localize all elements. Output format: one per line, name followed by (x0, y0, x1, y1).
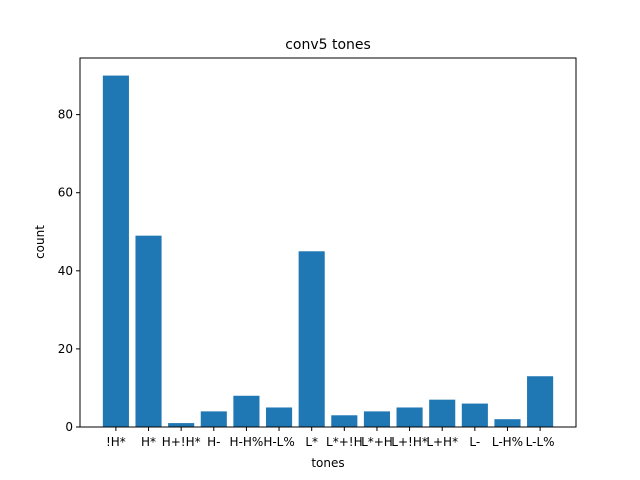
x-tick-label: L+!H* (391, 435, 428, 449)
bar-L* (298, 251, 325, 427)
bar-!H* (102, 75, 129, 428)
bar-L-L% (527, 376, 554, 427)
bar-L- (461, 403, 488, 427)
x-tick-label: L+H* (426, 435, 458, 449)
x-axis-label: tones (311, 456, 344, 470)
x-tick-label: L*+!H (326, 435, 363, 449)
x-tick-label: L*+H (361, 435, 393, 449)
y-ticks-group: 0 20 40 60 80 (58, 108, 80, 434)
y-tick-label: 20 (58, 342, 73, 356)
bar-H-H% (233, 395, 260, 427)
bar-L-H% (494, 419, 521, 427)
y-axis-label: count (33, 225, 47, 259)
x-tick-label: H+!H* (162, 435, 201, 449)
bar-H-L% (266, 407, 293, 427)
bar-L*+H (363, 411, 390, 427)
x-ticks-group: !H* H* H+!H* H- H-H% H-L% L* L*+!HL*+HL+!H*L+H*… (106, 427, 555, 449)
bar-H- (200, 411, 227, 427)
y-tick-label: 40 (58, 264, 73, 278)
x-tick-label: L-L% (526, 435, 555, 449)
bar-L+!H* (396, 407, 423, 427)
x-tick-label: H- (207, 435, 220, 449)
x-tick-label: !H* (106, 435, 126, 449)
y-tick-label: 60 (58, 186, 73, 200)
x-tick-label: H-L% (263, 435, 294, 449)
plot-frame (79, 57, 577, 428)
bar-L*+!H (331, 415, 358, 427)
x-tick-label: H* (141, 435, 156, 449)
x-tick-label: H-H% (230, 435, 264, 449)
y-tick-label: 0 (65, 420, 73, 434)
chart-title: conv5 tones (285, 37, 371, 53)
x-tick-label: L- (469, 435, 480, 449)
bar-H* (135, 235, 162, 427)
x-tick-label: L-H% (492, 435, 523, 449)
bars-group (102, 75, 554, 428)
y-tick-label: 80 (58, 108, 73, 122)
bar-H+!H* (168, 423, 195, 427)
x-tick-label: L* (305, 435, 318, 449)
bar-L+H* (429, 399, 456, 427)
